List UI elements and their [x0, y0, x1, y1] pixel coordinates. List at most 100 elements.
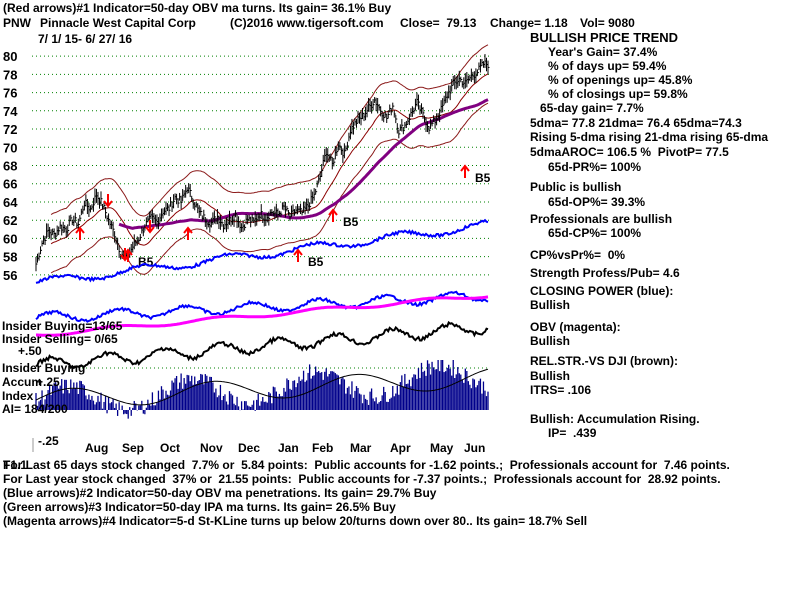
- relstr-line: [35, 320, 489, 370]
- closings-up: % of closings up= 59.8%: [548, 87, 688, 101]
- y-tick-label: 60: [3, 231, 17, 246]
- date-range: 7/ 1/ 15- 6/ 27/ 16: [38, 32, 133, 46]
- obv-line: [36, 295, 489, 337]
- y-tick-label: 58: [3, 250, 17, 265]
- trend-title: BULLISH PRICE TREND: [530, 30, 679, 45]
- rising-dma: Rising 5-dma rising 21-dma rising 65-dma: [530, 130, 769, 144]
- signal-arrow: [293, 248, 303, 262]
- accum-minus25: -.25: [38, 434, 59, 448]
- indicator-line-1: (Red arrows)#1 Indicator=50-day OBV ma t…: [3, 1, 392, 15]
- x-tick-label: Jun: [464, 441, 485, 455]
- accum-plus25: +.25: [36, 375, 60, 389]
- accumulation-histogram: [35, 360, 490, 419]
- openings-up: % of openings up= 45.8%: [548, 73, 693, 87]
- accum-label: Accum: [2, 375, 43, 389]
- footer-line-4: (Green arrows)#3 Indicator=50-day IPA ma…: [3, 500, 396, 514]
- footer-line-1-overlay: T1.1: [3, 458, 28, 472]
- x-tick-label: Sep: [122, 441, 144, 455]
- footer-line-2: For Last year stock changed 37% or 21.55…: [3, 472, 721, 486]
- x-tick-label: Jan: [278, 441, 299, 455]
- closing-power-label: CLOSING POWER (blue):: [530, 284, 674, 298]
- volume: Vol= 9080: [580, 16, 635, 30]
- y-tick-label: 76: [3, 86, 17, 101]
- ip-value: IP= .439: [548, 426, 597, 440]
- gain-65: 65-day gain= 7.7%: [540, 101, 644, 115]
- x-tick-label: Aug: [85, 441, 108, 455]
- y-tick-label: 62: [3, 213, 17, 228]
- y-tick-label: 80: [3, 49, 17, 64]
- upper-band: [50, 44, 489, 217]
- accum-ma: [35, 368, 489, 406]
- relstr-state: Bullish: [530, 369, 571, 383]
- y-tick-label: 68: [3, 159, 17, 174]
- x-tick-label: Dec: [238, 441, 260, 455]
- moving-averages: [50, 73, 489, 246]
- signal-arrow: [460, 164, 470, 178]
- signal-arrow-down: [145, 220, 155, 234]
- relstr-line: [35, 320, 489, 370]
- footer-line-1: For Last 65 days stock changed 7.7% or 5…: [3, 458, 730, 472]
- obv-state: Bullish: [530, 334, 571, 348]
- y-tick-label: 78: [3, 67, 17, 82]
- aroc: 5dmaAROC= 106.5 % PivotP= 77.5: [530, 145, 729, 159]
- days-up: % of days up= 59.4%: [548, 59, 667, 73]
- y-tick-label: 56: [3, 268, 17, 283]
- y-tick-label: 70: [3, 140, 17, 155]
- dma-values: 5dma= 77.8 21dma= 76.4 65dma=74.3: [530, 116, 742, 130]
- x-tick-label: Feb: [312, 441, 333, 455]
- accumulation-status: Bullish: Accumulation Rising.: [530, 412, 700, 426]
- signal-arrow-down: [120, 248, 130, 262]
- cp-vs-pr: CP%vsPr%= 0%: [530, 248, 626, 262]
- closing-power-2: [35, 290, 489, 323]
- signal-label: B5: [343, 215, 359, 229]
- y-tick-label: 74: [3, 104, 18, 119]
- signal-arrow-down: [103, 194, 113, 208]
- signal-arrow: [75, 226, 85, 240]
- closing-power-line: [35, 218, 489, 323]
- accum-plus50: +.50: [18, 344, 42, 358]
- change: Change= 1.18: [490, 16, 568, 30]
- x-tick-label: Oct: [160, 441, 180, 455]
- close-price: Close= 79.13: [400, 16, 477, 30]
- y-axis-labels: 80 78 76 74 72 70 68 66 64 62 60 58 56: [3, 49, 18, 283]
- signal-arrow: [328, 208, 338, 222]
- relstr-label: REL.STR.-VS DJI (brown):: [530, 354, 678, 368]
- x-axis-labels: Aug Sep Oct Nov Dec Jan Feb Mar Apr May Jun: [32, 438, 485, 455]
- index-label: Index: [2, 389, 34, 403]
- cp-pct: 65d-CP%= 100%: [548, 226, 642, 240]
- company-name: Pinnacle West Capital Corp: [40, 16, 196, 30]
- y-tick-label: 72: [3, 122, 17, 137]
- x-tick-label: Nov: [200, 441, 223, 455]
- signal-label: B5: [475, 171, 491, 185]
- years-gain: Year's Gain= 37.4%: [548, 45, 658, 59]
- closing-power-state: Bullish: [530, 298, 571, 312]
- insider-buying-label-2: Insider Buying: [2, 361, 86, 375]
- y-tick-label: 64: [3, 195, 18, 210]
- insider-buying-label: Insider Buying=13/65: [2, 319, 123, 333]
- footer-line-3: (Blue arrows)#2 Indicator=50-day OBV ma …: [3, 486, 437, 500]
- public-status: Public is bullish: [530, 180, 622, 194]
- copyright: (C)2016 www.tigersoft.com: [230, 16, 384, 30]
- x-tick-label: Apr: [390, 441, 411, 455]
- insider-selling-label: Insider Selling= 0/65: [2, 332, 118, 346]
- price-grid: [32, 55, 490, 276]
- closing-power: [35, 218, 489, 284]
- x-tick-label: Mar: [350, 441, 372, 455]
- pr-pct: 65d-PR%= 100%: [548, 160, 642, 174]
- professionals-status: Professionals are bullish: [530, 212, 673, 226]
- op-pct: 65d-OP%= 39.3%: [548, 195, 646, 209]
- itrs: ITRS= .106: [530, 383, 592, 397]
- ai-label: AI= 184/200: [2, 402, 68, 416]
- signal-label: B5: [308, 255, 324, 269]
- footer-line-5: (Magenta arrows)#4 Indicator=5-d St-KLin…: [3, 514, 588, 528]
- ma21-line: [50, 73, 489, 246]
- bollinger-bands: [50, 44, 489, 275]
- y-tick-label: 66: [3, 177, 17, 192]
- signal-arrow: [183, 226, 193, 240]
- obv-label: OBV (magenta):: [530, 320, 621, 334]
- strength: Strength Profess/Pub= 4.6: [530, 266, 680, 280]
- ticker: PNW: [3, 16, 31, 30]
- obv-line: [36, 295, 489, 337]
- x-tick-label: May: [430, 441, 454, 455]
